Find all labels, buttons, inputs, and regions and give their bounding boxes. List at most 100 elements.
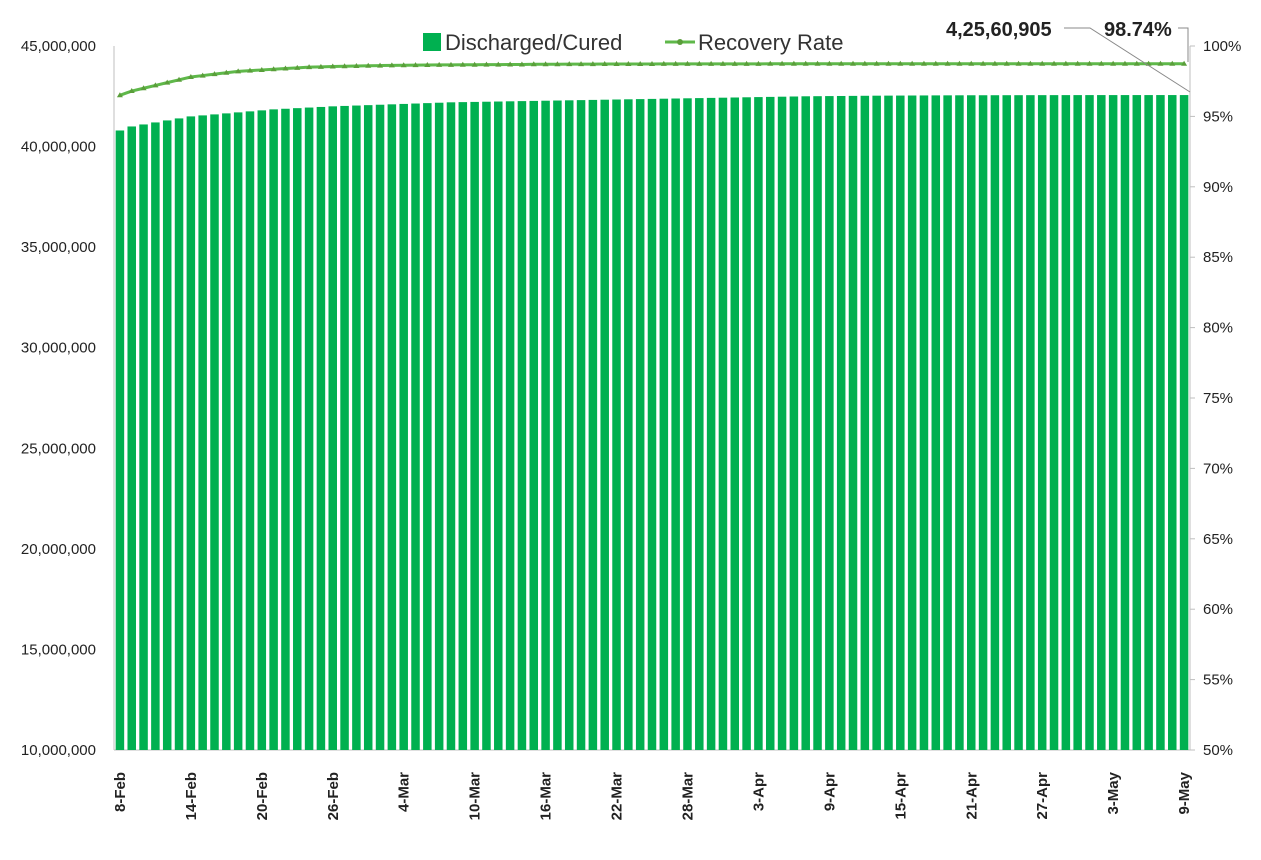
bar	[777, 96, 787, 750]
bar	[765, 96, 775, 750]
recovery-rate-point	[1157, 60, 1164, 66]
y-right-tick-label: 90%	[1203, 179, 1233, 196]
recovery-rate-point	[649, 61, 655, 67]
x-tick-label: 8-Feb	[112, 772, 129, 812]
bar	[612, 99, 621, 750]
bar	[1120, 95, 1130, 750]
callout-last-value: 4,25,60,905	[946, 19, 1052, 41]
bar	[494, 101, 503, 750]
recovery-rate-point	[589, 61, 596, 67]
bar	[1002, 95, 1011, 750]
bar	[588, 99, 598, 750]
y-left-tick-label: 40,000,000	[21, 139, 96, 156]
recovery-rate-point	[601, 61, 608, 67]
bar	[564, 100, 574, 750]
bar	[328, 106, 337, 751]
recovery-rate-point	[956, 60, 963, 66]
recovery-rate-point	[1086, 60, 1093, 66]
recovery-rate-point	[637, 61, 644, 67]
bar	[624, 99, 633, 751]
bar	[860, 95, 870, 750]
recovery-rate-point	[719, 60, 726, 66]
recovery-rate-point	[873, 60, 880, 66]
x-tick-label: 22-Mar	[609, 772, 626, 821]
bar	[304, 107, 314, 751]
bar	[1085, 95, 1094, 751]
recovery-rate-point	[258, 66, 265, 72]
bar	[576, 100, 586, 751]
recovery-rate-point	[554, 61, 561, 67]
recovery-rate-point	[246, 67, 253, 73]
bar	[245, 111, 255, 751]
recovery-rate-point	[578, 61, 585, 67]
y-right-tick-label: 70%	[1203, 460, 1233, 477]
recovery-rate-point	[235, 68, 242, 74]
recovery-rate-point	[341, 63, 348, 69]
bar	[375, 104, 385, 751]
y-right-tick-label: 50%	[1203, 742, 1233, 759]
bar	[635, 99, 645, 751]
recovery-rate-point	[672, 60, 679, 66]
y-axis-right: 50% 55% 60% 65% 70% 75% 80% 85% 90% 95% 100%	[1190, 38, 1241, 759]
recovery-rate-point	[306, 64, 313, 70]
y-right-tick-label: 65%	[1203, 531, 1233, 548]
recovery-rate-point	[991, 60, 998, 66]
recovery-rate-point	[708, 60, 715, 66]
bar	[281, 108, 290, 750]
recovery-rate-point	[164, 79, 171, 85]
bar	[151, 122, 160, 751]
recovery-rate-point	[814, 60, 821, 66]
bar	[1037, 95, 1047, 750]
recovery-rate-point	[980, 60, 987, 66]
bar	[458, 102, 468, 751]
recovery-rate-point	[282, 65, 289, 71]
recovery-rate-point	[471, 61, 478, 67]
bar	[269, 109, 278, 751]
recovery-rate-point	[909, 60, 916, 66]
recovery-rate-point	[152, 82, 159, 88]
recovery-rate-point	[838, 60, 845, 66]
recovery-rate-point	[897, 60, 904, 66]
recovery-rate-point	[684, 60, 691, 66]
bar	[340, 105, 349, 750]
recovery-rate-point	[483, 61, 490, 67]
bar	[1168, 95, 1177, 750]
recovery-rate-point	[1027, 60, 1034, 66]
x-tick-label: 14-Feb	[183, 772, 200, 820]
y-left-tick-label: 20,000,000	[21, 541, 96, 558]
recovery-rate-point	[779, 60, 786, 66]
bar	[1049, 95, 1059, 751]
y-right-tick-label: 85%	[1203, 249, 1233, 266]
recovery-rate-point	[542, 61, 549, 67]
recovery-rate-point	[447, 61, 454, 67]
recovery-rate-point	[755, 60, 762, 66]
recovery-rate-point	[696, 60, 703, 66]
bar	[955, 95, 964, 751]
legend-line-marker	[677, 39, 683, 45]
x-tick-label: 26-Feb	[325, 772, 342, 820]
bar	[742, 97, 751, 751]
recovery-rate-point	[1074, 60, 1081, 66]
bar	[718, 97, 728, 750]
recovery-rate-point	[566, 61, 573, 67]
recovery-rate-point	[660, 60, 667, 66]
recovery-rate-point	[377, 62, 384, 68]
bar	[257, 110, 267, 751]
recovery-rate-point	[885, 60, 892, 66]
recovery-rate-point	[329, 63, 336, 69]
recovery-rate-point	[400, 62, 407, 68]
bar	[1097, 95, 1106, 750]
recovery-rate-point	[802, 60, 809, 66]
recovery-rate-point	[790, 60, 797, 66]
bar	[352, 105, 361, 751]
recovery-rate-point	[128, 88, 135, 94]
bar	[730, 97, 740, 751]
recovery-rate-point	[1133, 60, 1140, 66]
recovery-rate-point	[1051, 60, 1058, 66]
bar	[198, 115, 207, 750]
recovery-rate-point	[294, 64, 301, 70]
bar	[233, 112, 243, 750]
bar	[517, 101, 527, 751]
